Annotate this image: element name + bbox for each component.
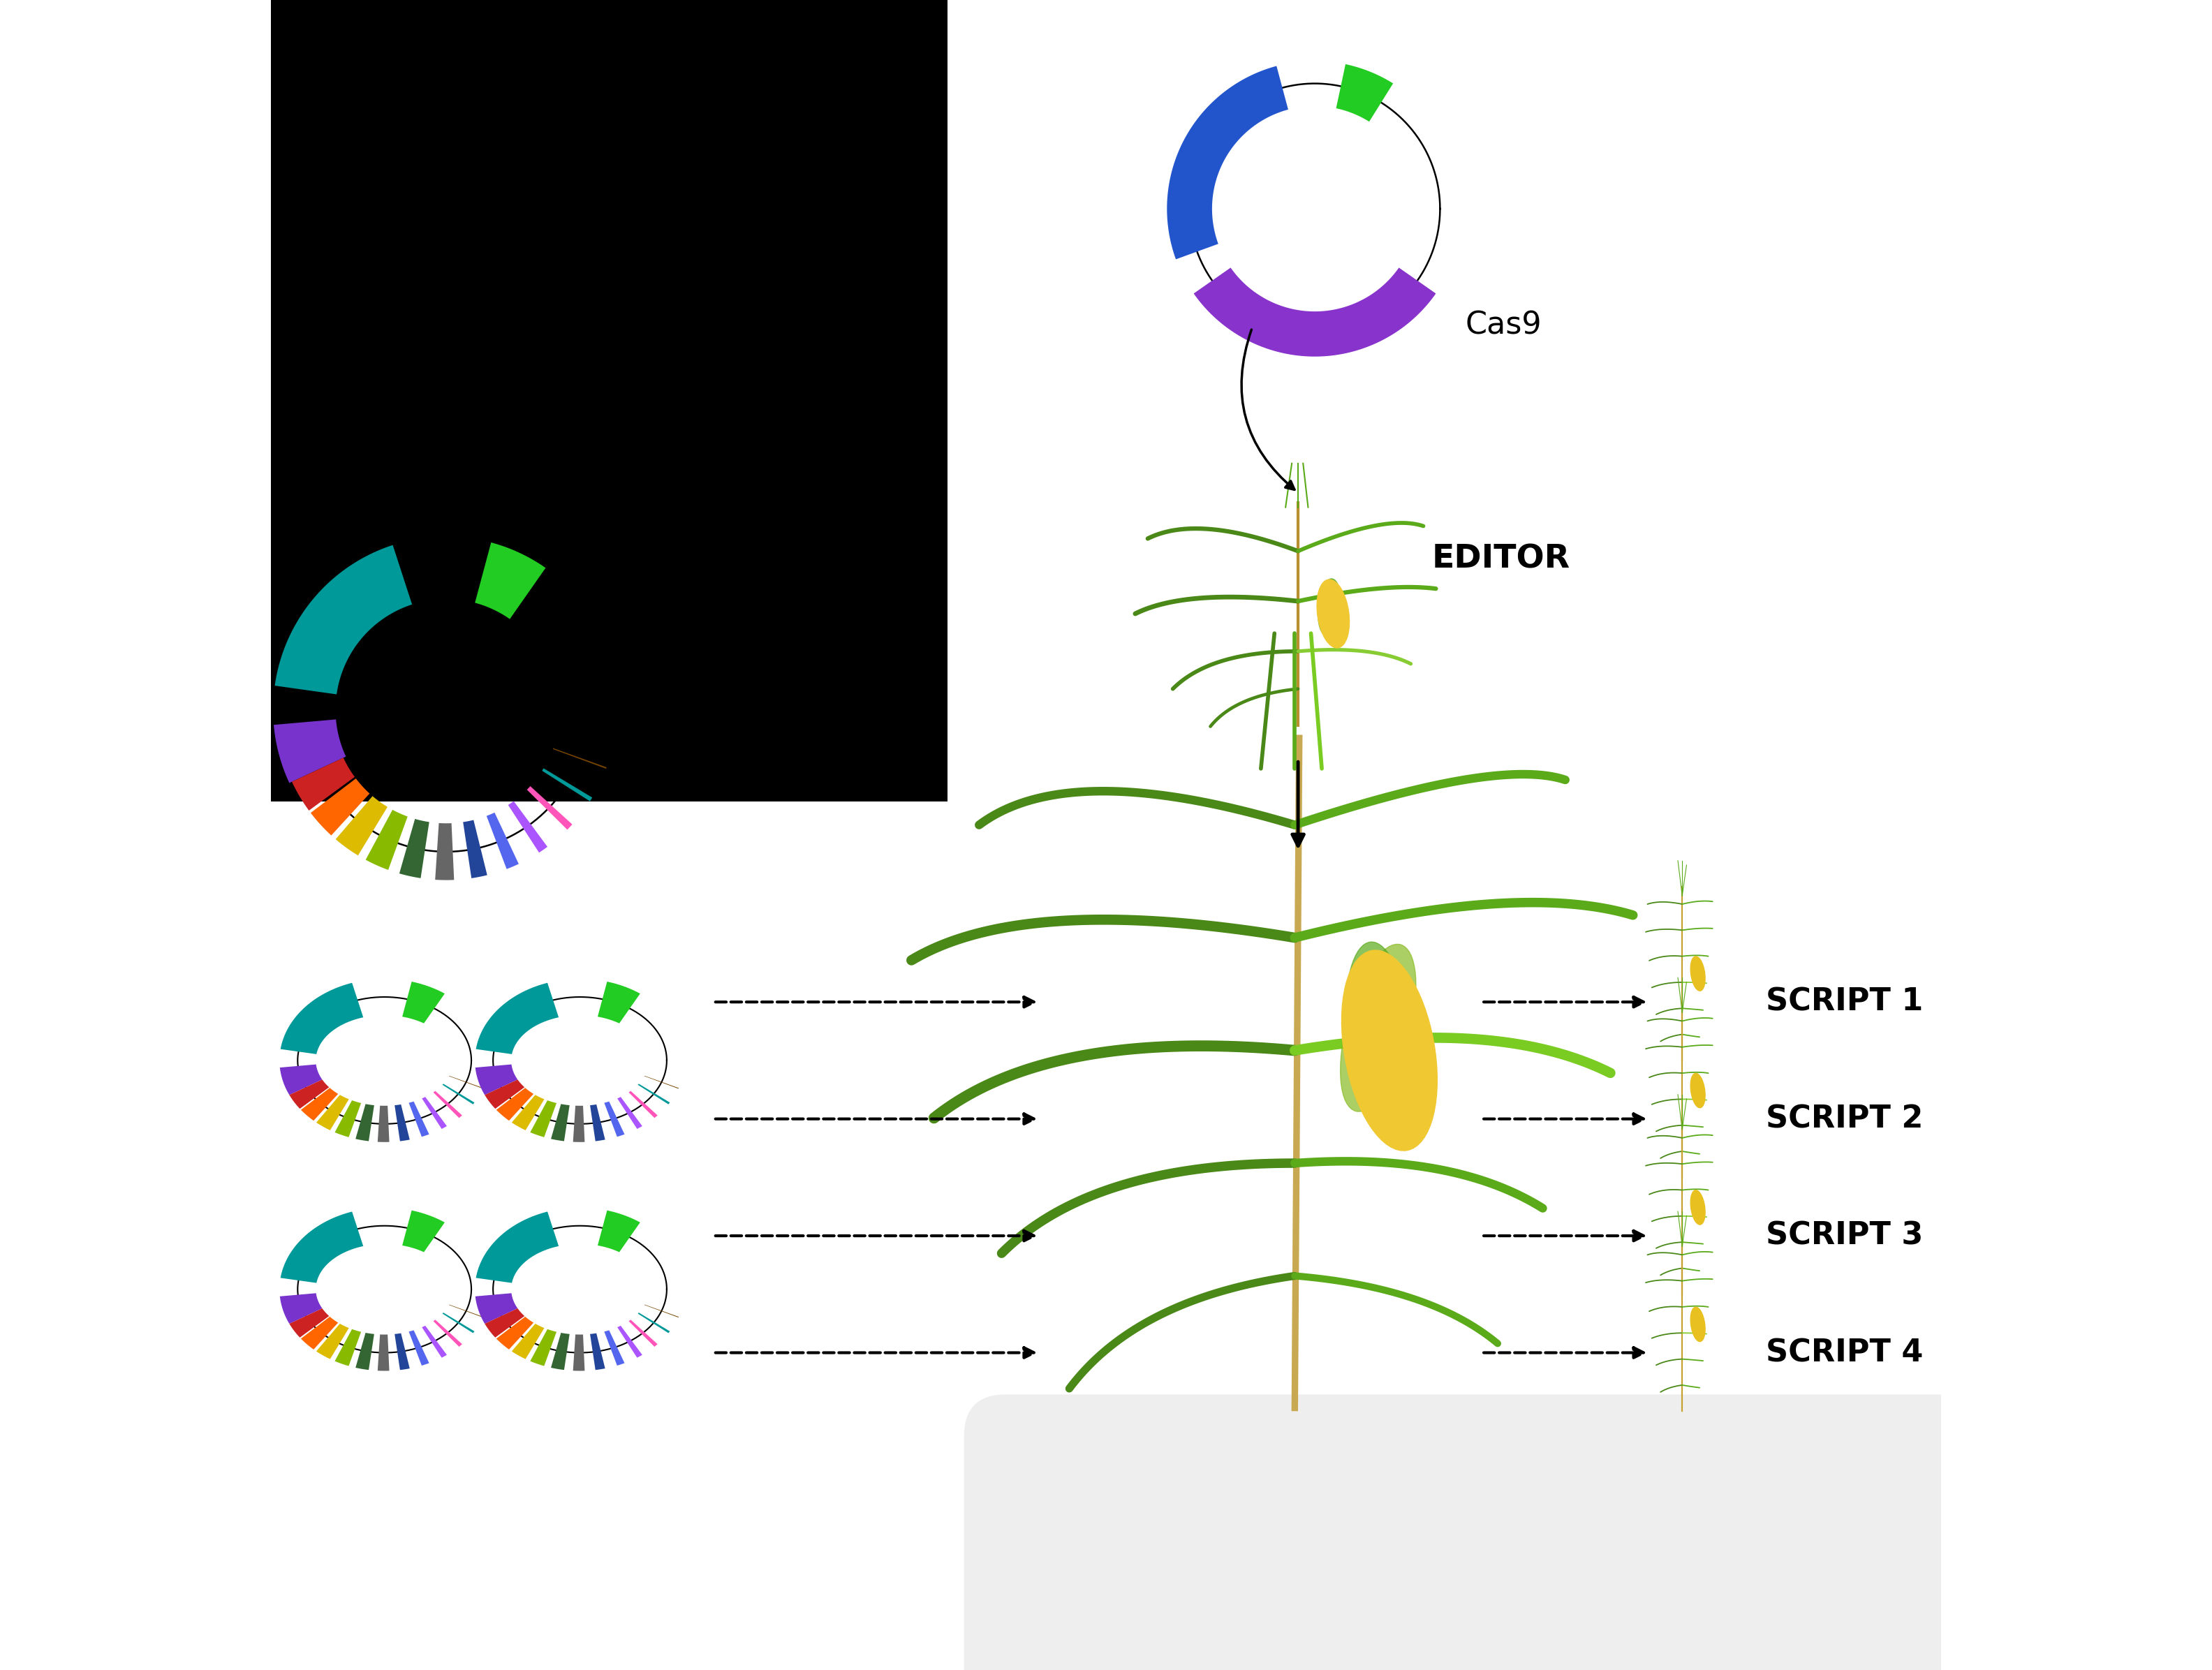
- Polygon shape: [274, 544, 411, 695]
- Polygon shape: [542, 768, 593, 802]
- Polygon shape: [495, 1316, 533, 1349]
- Ellipse shape: [1340, 944, 1416, 1112]
- Polygon shape: [274, 720, 345, 783]
- Polygon shape: [434, 1091, 462, 1117]
- Polygon shape: [449, 1075, 482, 1089]
- Polygon shape: [336, 797, 387, 855]
- Polygon shape: [573, 1334, 584, 1371]
- Polygon shape: [591, 1333, 606, 1369]
- Polygon shape: [310, 778, 369, 835]
- Polygon shape: [290, 1308, 330, 1338]
- Polygon shape: [281, 1293, 323, 1324]
- Polygon shape: [436, 823, 453, 880]
- Polygon shape: [476, 1293, 518, 1324]
- Ellipse shape: [1690, 1308, 1705, 1341]
- Polygon shape: [316, 1324, 349, 1359]
- Polygon shape: [597, 982, 639, 1024]
- Polygon shape: [1336, 63, 1394, 122]
- Polygon shape: [476, 984, 560, 1054]
- Polygon shape: [511, 1324, 544, 1359]
- Polygon shape: [378, 1106, 389, 1142]
- Ellipse shape: [1690, 957, 1705, 990]
- Polygon shape: [334, 1101, 361, 1137]
- Text: SCRIPT 4: SCRIPT 4: [1765, 1338, 1922, 1368]
- Polygon shape: [1194, 267, 1436, 356]
- Ellipse shape: [1345, 942, 1411, 1114]
- Ellipse shape: [1690, 1074, 1705, 1107]
- Polygon shape: [476, 543, 546, 620]
- Polygon shape: [356, 1333, 374, 1369]
- Polygon shape: [281, 984, 363, 1054]
- Polygon shape: [573, 1106, 584, 1142]
- Polygon shape: [604, 1331, 624, 1366]
- Polygon shape: [316, 1096, 349, 1131]
- Polygon shape: [476, 1212, 560, 1283]
- Text: EDITOR: EDITOR: [1431, 544, 1571, 574]
- Polygon shape: [495, 1087, 533, 1121]
- Polygon shape: [334, 1329, 361, 1366]
- Polygon shape: [597, 1211, 639, 1252]
- Polygon shape: [531, 1101, 557, 1137]
- Polygon shape: [422, 1097, 447, 1129]
- Polygon shape: [551, 1104, 568, 1141]
- Polygon shape: [442, 1084, 473, 1104]
- Polygon shape: [637, 1084, 670, 1104]
- Polygon shape: [301, 1316, 338, 1349]
- Polygon shape: [281, 1212, 363, 1283]
- Polygon shape: [604, 1102, 624, 1137]
- Polygon shape: [365, 810, 407, 870]
- Polygon shape: [292, 758, 354, 810]
- Polygon shape: [442, 1313, 473, 1333]
- Polygon shape: [403, 1211, 445, 1252]
- Polygon shape: [409, 1102, 429, 1137]
- Ellipse shape: [1343, 950, 1438, 1151]
- Polygon shape: [644, 1075, 679, 1089]
- Text: SCRIPT 3: SCRIPT 3: [1765, 1221, 1922, 1251]
- Text: SCRIPT 1: SCRIPT 1: [1765, 987, 1922, 1017]
- Polygon shape: [509, 802, 546, 853]
- Polygon shape: [617, 1326, 641, 1358]
- Bar: [270, 0, 947, 802]
- Polygon shape: [409, 1331, 429, 1366]
- Polygon shape: [637, 1313, 670, 1333]
- Polygon shape: [403, 982, 445, 1024]
- Polygon shape: [484, 1079, 524, 1109]
- Text: 12 gRNAs: 12 gRNAs: [389, 715, 502, 738]
- Polygon shape: [591, 1104, 606, 1141]
- Polygon shape: [644, 1304, 679, 1318]
- Polygon shape: [628, 1319, 657, 1346]
- Polygon shape: [484, 1308, 524, 1338]
- Polygon shape: [394, 1104, 409, 1141]
- Polygon shape: [378, 1334, 389, 1371]
- Polygon shape: [531, 1329, 557, 1366]
- Polygon shape: [356, 1104, 374, 1141]
- Polygon shape: [281, 1064, 323, 1096]
- Polygon shape: [400, 818, 429, 878]
- Polygon shape: [476, 1064, 518, 1096]
- Polygon shape: [487, 813, 518, 868]
- Polygon shape: [394, 1333, 409, 1369]
- Ellipse shape: [1690, 1191, 1705, 1224]
- Text: Cas9: Cas9: [1464, 311, 1542, 341]
- Polygon shape: [290, 1079, 330, 1109]
- Ellipse shape: [1318, 579, 1340, 636]
- Polygon shape: [462, 820, 487, 878]
- Polygon shape: [551, 1333, 568, 1369]
- Polygon shape: [449, 1304, 482, 1318]
- Ellipse shape: [1316, 579, 1349, 648]
- Polygon shape: [526, 787, 573, 830]
- Polygon shape: [628, 1091, 657, 1117]
- Polygon shape: [553, 748, 606, 768]
- FancyBboxPatch shape: [964, 1394, 1982, 1670]
- Polygon shape: [617, 1097, 641, 1129]
- Polygon shape: [511, 1096, 544, 1131]
- Text: SCRIPT 2: SCRIPT 2: [1765, 1104, 1922, 1134]
- Polygon shape: [1168, 67, 1287, 259]
- Polygon shape: [422, 1326, 447, 1358]
- Polygon shape: [434, 1319, 462, 1346]
- Polygon shape: [301, 1087, 338, 1121]
